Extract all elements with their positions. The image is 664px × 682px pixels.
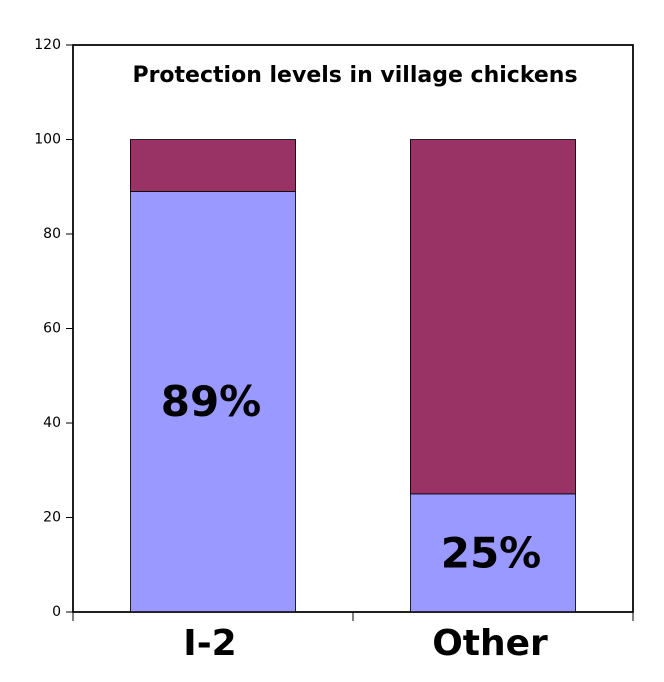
y-tick-label: 120 [34, 37, 61, 53]
y-tick-label: 0 [52, 604, 61, 620]
bar-segment [129, 191, 296, 613]
plot-border [72, 44, 634, 613]
x-tick-label: I-2 [183, 623, 236, 664]
y-tick-label: 80 [43, 226, 61, 242]
y-tick-label: 40 [43, 415, 61, 431]
bar-segment [129, 139, 296, 192]
y-tick-label: 20 [43, 510, 61, 526]
y-tick-label: 100 [34, 132, 61, 148]
x-tick-label: Other [432, 623, 548, 664]
chart-title: Protection levels in village chickens [132, 63, 577, 88]
y-tick-label: 60 [43, 321, 61, 337]
value-label: 25% [441, 528, 542, 577]
bar-segment [409, 139, 576, 495]
value-label: 89% [161, 377, 262, 426]
